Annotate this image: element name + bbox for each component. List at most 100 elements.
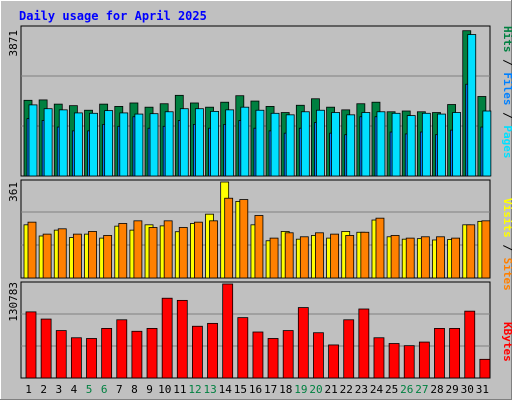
day-label: 8 xyxy=(131,383,138,396)
kbytes-legend: KBytes xyxy=(501,322,512,362)
sites-bar xyxy=(466,224,476,279)
day-label: 17 xyxy=(264,383,277,396)
legend-kbytes: KBytes xyxy=(501,322,512,362)
kbytes-bar xyxy=(237,317,249,379)
kbytes-bar xyxy=(434,328,445,379)
day-label: 1 xyxy=(25,383,32,396)
day-label: 25 xyxy=(385,383,398,396)
day-label: 23 xyxy=(355,383,368,396)
pages-bar xyxy=(58,109,68,177)
sites-bar xyxy=(254,215,264,279)
day-label: 28 xyxy=(430,383,443,396)
kbytes-bar xyxy=(101,328,113,379)
sites-bar xyxy=(451,237,461,279)
pages-bar xyxy=(376,111,386,177)
day-label: 9 xyxy=(146,383,153,396)
legend-files: Files xyxy=(501,72,512,105)
day-label: 21 xyxy=(325,383,338,396)
sites-bar xyxy=(194,221,203,279)
sites-bar xyxy=(163,220,173,279)
pages-bar xyxy=(361,112,371,177)
kbytes-bar xyxy=(176,299,188,379)
legend-separator: / xyxy=(501,53,512,73)
kbytes-bar xyxy=(358,308,370,379)
pages-bar xyxy=(300,111,310,177)
day-label: 3 xyxy=(56,383,63,396)
legend-separator: / xyxy=(501,106,512,126)
pages-bar xyxy=(331,112,340,177)
sites-bar xyxy=(209,220,218,279)
sites-bar xyxy=(133,220,143,279)
pages-bar xyxy=(89,112,98,177)
pages-bar xyxy=(285,114,295,177)
sites-bar xyxy=(315,232,324,279)
kbytes-bar xyxy=(282,330,294,379)
hits-files-pages-legend: Hits / Files / Pages xyxy=(501,26,512,159)
sites-bar xyxy=(118,223,128,279)
legend-pages: Pages xyxy=(501,125,512,158)
pages-bar xyxy=(28,104,38,177)
kbytes-bar xyxy=(222,283,234,379)
day-label: 16 xyxy=(249,383,262,396)
sites-bar xyxy=(481,220,491,279)
day-label: 2 xyxy=(40,383,47,396)
kbytes-max-label: 130783 xyxy=(7,282,20,322)
sites-bar xyxy=(72,233,82,279)
kbytes-bar xyxy=(40,318,52,379)
day-label: 5 xyxy=(86,383,93,396)
day-label: 18 xyxy=(279,383,292,396)
kbytes-bar xyxy=(328,344,339,379)
sites-bar xyxy=(330,233,339,279)
day-label: 29 xyxy=(446,383,459,396)
kbytes-bar xyxy=(25,311,37,379)
hits-files-pages-panel xyxy=(20,25,492,177)
sites-bar xyxy=(239,199,249,279)
legend-hits: Hits xyxy=(501,26,512,53)
pages-bar xyxy=(391,112,401,177)
kbytes-bar xyxy=(116,319,128,379)
pages-bar xyxy=(195,108,204,177)
legend-separator: / xyxy=(501,238,512,258)
visits-sites-panel xyxy=(20,179,491,279)
pages-bar xyxy=(437,113,446,177)
day-label: 10 xyxy=(158,383,171,396)
sites-bar xyxy=(103,235,113,279)
day-label: 24 xyxy=(370,383,384,396)
visits-sites-legend: Visits / Sites xyxy=(501,198,512,291)
chart-title: Daily usage for April 2025 xyxy=(19,9,207,23)
pages-bar xyxy=(225,109,235,177)
kbytes-bar xyxy=(449,328,461,379)
sites-bar xyxy=(27,221,37,279)
pages-bar xyxy=(210,110,219,177)
day-label: 26 xyxy=(400,383,413,396)
pages-bar xyxy=(240,106,250,177)
sites-bar xyxy=(88,231,97,279)
kbytes-bar xyxy=(131,330,143,379)
pages-bar xyxy=(467,34,477,177)
sites-bar xyxy=(284,232,294,279)
day-label: 20 xyxy=(309,383,322,396)
kbytes-bar xyxy=(403,345,415,379)
day-label: 15 xyxy=(234,383,247,396)
legend-visits: Visits xyxy=(501,198,512,238)
pages-bar xyxy=(164,111,174,177)
pages-bar xyxy=(452,112,462,177)
kbytes-bar xyxy=(55,330,67,379)
day-label: 14 xyxy=(219,383,233,396)
kbytes-bar xyxy=(343,319,355,379)
pages-bar xyxy=(270,112,280,177)
kbytes-bar xyxy=(192,325,203,379)
pages-bar xyxy=(179,108,189,177)
kbytes-bar xyxy=(464,310,476,379)
sites-bar xyxy=(299,236,309,279)
pages-bar xyxy=(255,109,265,177)
day-label: 22 xyxy=(340,383,353,396)
kbytes-bar xyxy=(388,343,400,379)
sites-bar xyxy=(178,227,188,279)
sites-bar xyxy=(375,217,385,279)
day-axis-labels: 1 2 3 4 5 6 7 8 9 10 11 12 13 14 15 16 17 18 19 20 21 22 23 24 2… xyxy=(25,383,489,396)
hits-max-label: 3871 xyxy=(7,30,20,57)
kbytes-bar xyxy=(267,338,279,379)
kbytes-panel xyxy=(20,281,491,379)
